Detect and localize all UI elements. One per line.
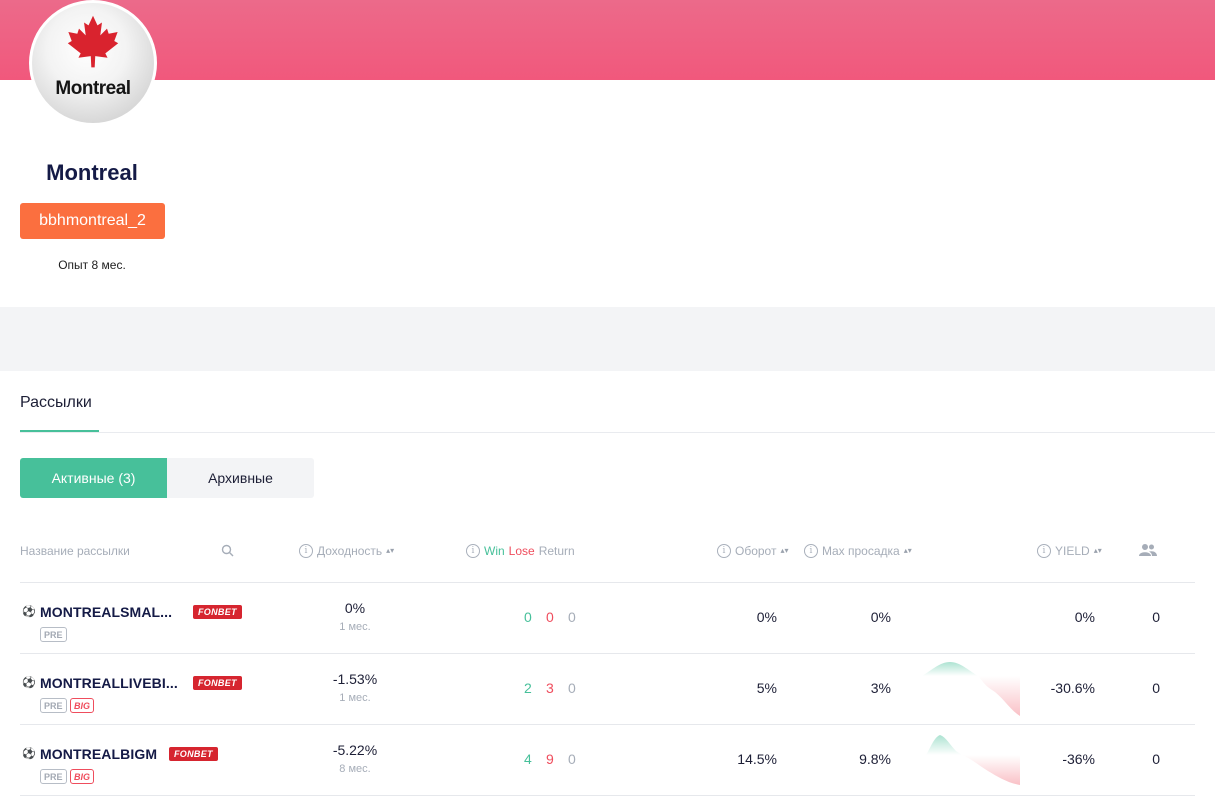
- table-divider: [20, 724, 1195, 725]
- tag-pre: PRE: [40, 769, 67, 784]
- bookmaker-badge: FONBET: [193, 676, 242, 690]
- header-win-lose-return: i Win Lose Return: [466, 544, 575, 558]
- yield-total-value: -36%: [1062, 751, 1095, 767]
- search-icon[interactable]: [221, 544, 234, 557]
- sort-icon[interactable]: ▴▾: [780, 546, 789, 555]
- return-count: 0: [568, 751, 576, 767]
- header-drawdown-label: Max просадка: [822, 544, 900, 558]
- subscribers-count: 0: [1152, 609, 1160, 625]
- subscribers-count: 0: [1152, 680, 1160, 696]
- section-divider-band: [0, 307, 1215, 371]
- archive-filter-button[interactable]: Архивные: [167, 458, 314, 498]
- active-filter-button[interactable]: Активные (3): [20, 458, 167, 498]
- turnover-value: 14.5%: [737, 751, 777, 767]
- profit-sparkline: [922, 662, 1020, 716]
- turnover-value: 5%: [756, 680, 777, 696]
- sort-icon[interactable]: ▴▾: [1093, 546, 1102, 555]
- header-yield-label: Доходность: [317, 544, 383, 558]
- username-badge[interactable]: bbhmontreal_2: [20, 203, 165, 239]
- yield-value: -5.22%: [332, 742, 378, 758]
- subscribers-icon: [1139, 544, 1157, 556]
- status-toggle: Активные (3) Архивные: [20, 458, 314, 498]
- period-value: 1 мес.: [339, 621, 371, 633]
- lose-count: 3: [546, 680, 554, 696]
- header-turnover[interactable]: i Оборот ▴▾: [717, 544, 789, 558]
- header-drawdown[interactable]: i Max просадка ▴▾: [804, 544, 912, 558]
- drawdown-value: 9.8%: [859, 751, 891, 767]
- tag-big: BIG: [70, 769, 95, 784]
- period-value: 1 мес.: [339, 692, 371, 704]
- return-count: 0: [568, 680, 576, 696]
- table-row[interactable]: ⚽ MONTREALBIGM FONBET PRE BIG -5.22% 8 м…: [0, 725, 1215, 796]
- table-divider: [20, 653, 1195, 654]
- yield-total-value: -30.6%: [1050, 680, 1095, 696]
- return-count: 0: [568, 609, 576, 625]
- turnover-value: 0%: [756, 609, 777, 625]
- header-name-label: Название рассылки: [20, 544, 130, 558]
- mailing-name[interactable]: MONTREALSMAL...: [40, 604, 173, 620]
- tab-active-indicator: [20, 430, 99, 432]
- profile-name: Montreal: [46, 160, 138, 185]
- subscribers-count: 0: [1152, 751, 1160, 767]
- header-yield-total-label: YIELD: [1055, 544, 1090, 558]
- header-name: Название рассылки: [20, 544, 130, 558]
- profit-sparkline: [926, 735, 1020, 785]
- table-divider: [20, 582, 1195, 583]
- win-count: 2: [524, 680, 532, 696]
- football-icon: ⚽: [22, 606, 36, 618]
- mailing-name[interactable]: MONTREALLIVEBI...: [40, 675, 178, 691]
- yield-value: -1.53%: [332, 671, 378, 687]
- tag-pre: PRE: [40, 698, 67, 713]
- yield-value: 0%: [344, 600, 366, 616]
- lose-count: 0: [546, 609, 554, 625]
- profile-banner: [0, 0, 1215, 80]
- header-return: Return: [538, 544, 575, 558]
- table-row[interactable]: ⚽ MONTREALSMAL... FONBET PRE 0% 1 мес. 0…: [0, 583, 1215, 654]
- sort-icon[interactable]: ▴▾: [386, 546, 395, 555]
- header-lose: Lose: [508, 544, 535, 558]
- bookmaker-badge: FONBET: [193, 605, 242, 619]
- header-turnover-label: Оборот: [735, 544, 777, 558]
- info-icon[interactable]: i: [466, 544, 480, 558]
- info-icon[interactable]: i: [804, 544, 818, 558]
- yield-total-value: 0%: [1074, 609, 1095, 625]
- header-yield[interactable]: i Доходность ▴▾: [299, 544, 394, 558]
- bookmaker-badge: FONBET: [169, 747, 218, 761]
- football-icon: ⚽: [22, 677, 36, 689]
- experience-label: Опыт 8 мес.: [58, 258, 126, 272]
- maple-leaf-icon: [67, 15, 119, 68]
- tag-big: BIG: [70, 698, 95, 713]
- info-icon[interactable]: i: [1037, 544, 1051, 558]
- avatar-logo-text: Montreal: [55, 78, 131, 99]
- header-yield-total[interactable]: i YIELD ▴▾: [1037, 544, 1102, 558]
- info-icon[interactable]: i: [299, 544, 313, 558]
- win-count: 4: [524, 751, 532, 767]
- mailing-name[interactable]: MONTREALBIGM: [40, 746, 158, 762]
- sort-icon[interactable]: ▴▾: [903, 546, 912, 555]
- football-icon: ⚽: [22, 748, 36, 760]
- tabs-divider: [20, 432, 1215, 433]
- avatar: Montreal: [29, 0, 157, 126]
- header-win: Win: [484, 544, 505, 558]
- table-row[interactable]: ⚽ MONTREALLIVEBI... FONBET PRE BIG -1.53…: [0, 654, 1215, 725]
- drawdown-value: 3%: [870, 680, 891, 696]
- tag-pre: PRE: [40, 627, 67, 642]
- win-count: 0: [524, 609, 532, 625]
- info-icon[interactable]: i: [717, 544, 731, 558]
- lose-count: 9: [546, 751, 554, 767]
- drawdown-value: 0%: [870, 609, 891, 625]
- tab-mailings[interactable]: Рассылки: [20, 394, 92, 411]
- period-value: 8 мес.: [339, 763, 371, 775]
